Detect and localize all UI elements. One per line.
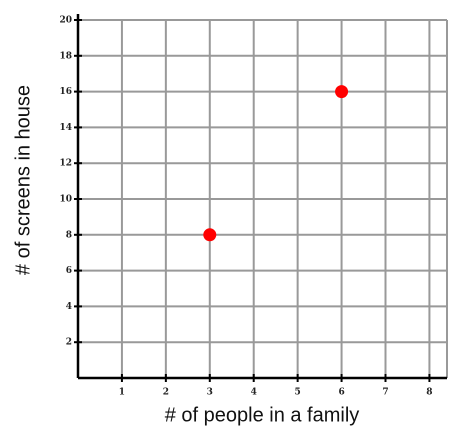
y-tick-label: 20 bbox=[59, 16, 72, 26]
y-tick-label: 8 bbox=[66, 230, 72, 240]
x-tick-label: 6 bbox=[338, 388, 344, 398]
x-tick-label: 4 bbox=[251, 388, 257, 398]
x-tick-label: 3 bbox=[207, 388, 213, 398]
y-tick-label: 12 bbox=[59, 159, 72, 169]
y-tick-label: 10 bbox=[59, 195, 72, 205]
point bbox=[203, 228, 217, 242]
x-tick-label: 1 bbox=[119, 388, 125, 398]
y-tick-label: 4 bbox=[66, 302, 72, 312]
point bbox=[335, 85, 349, 99]
x-tick-label: 2 bbox=[163, 388, 169, 398]
y-axis-title: # of screens in house bbox=[12, 85, 34, 275]
x-tick-label: 5 bbox=[295, 388, 301, 398]
y-tick-label: 18 bbox=[59, 51, 72, 61]
x-tick-label: 7 bbox=[382, 388, 388, 398]
x-axis-title: # of people in a family bbox=[165, 404, 360, 426]
y-tick-label: 6 bbox=[66, 266, 72, 276]
y-tick-label: 14 bbox=[59, 123, 72, 133]
y-tick-label: 16 bbox=[59, 87, 72, 97]
x-tick-label: 8 bbox=[426, 388, 432, 398]
y-tick-label: 2 bbox=[66, 338, 72, 348]
